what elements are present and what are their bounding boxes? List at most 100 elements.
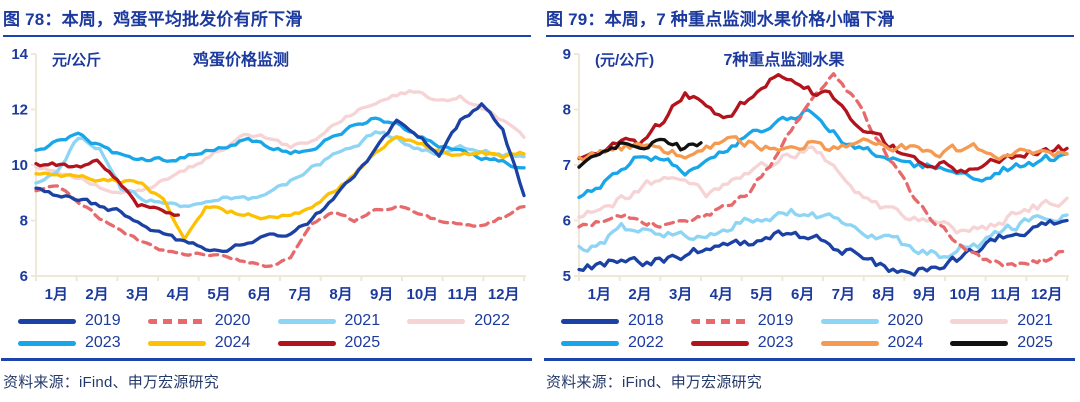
legend-row-2: 2023 2024 2025 bbox=[18, 332, 537, 354]
svg-text:12月: 12月 bbox=[488, 286, 520, 303]
series-line-2021 bbox=[577, 145, 1069, 235]
legend-item-2025: 2025 bbox=[950, 334, 1080, 352]
legend-label-2023: 2023 bbox=[757, 334, 794, 351]
svg-text:6: 6 bbox=[563, 213, 571, 230]
line-swatch-2024 bbox=[147, 340, 206, 346]
line-swatch-2021 bbox=[950, 318, 1009, 324]
svg-text:10月: 10月 bbox=[949, 286, 981, 303]
svg-text:8月: 8月 bbox=[872, 286, 895, 303]
legend-label-2020: 2020 bbox=[887, 312, 924, 329]
legend-item-2018: 2018 bbox=[561, 312, 691, 330]
series-line-2024 bbox=[577, 135, 1069, 162]
egg-price-line-chart: 14 12 10 8 6 1月 2月 3月 4月 5月 6月 7月 8月 9月 10月 11月 12月 元/公斤 鸡… bbox=[11, 46, 526, 303]
legend-item-2025: 2025 bbox=[277, 334, 408, 352]
legend-label-2021: 2021 bbox=[1017, 312, 1053, 329]
svg-text:9月: 9月 bbox=[913, 286, 936, 303]
legend-item-2023: 2023 bbox=[18, 334, 148, 352]
figure-78-divider bbox=[1, 358, 532, 361]
svg-text:12: 12 bbox=[11, 102, 28, 119]
svg-text:9月: 9月 bbox=[370, 286, 393, 303]
legend-item-2020: 2020 bbox=[147, 312, 278, 330]
figure-78-title: 图 78：本周，鸡蛋平均批发价有所下滑 bbox=[3, 5, 531, 37]
svg-text:8月: 8月 bbox=[329, 286, 352, 303]
legend-item-2019: 2019 bbox=[18, 312, 148, 330]
svg-text:11月: 11月 bbox=[991, 286, 1022, 303]
svg-text:12月: 12月 bbox=[1031, 286, 1063, 303]
chart-inner-title: 鸡蛋价格监测 bbox=[192, 50, 289, 69]
svg-text:5月: 5月 bbox=[750, 286, 773, 303]
legend-label-2025: 2025 bbox=[1017, 334, 1053, 351]
legend-row-1: 2019 2020 2021 2022 bbox=[18, 310, 537, 332]
svg-text:7月: 7月 bbox=[832, 286, 855, 303]
legend-item-2022: 2022 bbox=[407, 312, 537, 330]
series-lines bbox=[577, 72, 1069, 277]
svg-text:7月: 7月 bbox=[289, 286, 312, 303]
svg-text:1月: 1月 bbox=[45, 286, 68, 303]
chart-inner-title: 7种重点监测水果 bbox=[724, 50, 845, 69]
series-line-2025 bbox=[577, 137, 703, 169]
legend-label-2018: 2018 bbox=[628, 312, 664, 329]
legend-label-2024: 2024 bbox=[214, 334, 251, 351]
legend-item-2024: 2024 bbox=[147, 334, 278, 352]
svg-text:6月: 6月 bbox=[248, 286, 271, 303]
line-swatch-2020 bbox=[820, 318, 879, 324]
svg-text:1月: 1月 bbox=[588, 286, 611, 303]
svg-text:10: 10 bbox=[11, 157, 28, 174]
svg-text:10月: 10月 bbox=[406, 286, 438, 303]
figure-79-title: 图 79：本周，7 种重点监测水果价格小幅下滑 bbox=[546, 5, 1074, 37]
svg-text:8: 8 bbox=[563, 102, 571, 119]
dashed-line-swatch-2020 bbox=[147, 318, 206, 324]
svg-text:2月: 2月 bbox=[628, 286, 651, 303]
line-swatch-2023 bbox=[18, 340, 76, 346]
series-line-2022 bbox=[577, 108, 1069, 200]
svg-text:14: 14 bbox=[11, 46, 28, 63]
legend-row-1: 2018 2019 2020 2021 bbox=[561, 310, 1080, 332]
series-line-2018 bbox=[577, 218, 1069, 277]
svg-text:3月: 3月 bbox=[669, 286, 692, 303]
svg-text:4月: 4月 bbox=[167, 286, 190, 303]
line-swatch-2021 bbox=[277, 318, 336, 324]
series-lines bbox=[34, 89, 526, 269]
line-swatch-2024 bbox=[820, 340, 879, 346]
legend-item-2023: 2023 bbox=[690, 334, 821, 352]
axis-labels: 9 8 7 6 5 1月 2月 3月 4月 5月 6月 7月 8月 9月 10月 11月 12月 (元/公斤) 7种… bbox=[563, 46, 1063, 303]
svg-text:6月: 6月 bbox=[791, 286, 814, 303]
legend-label-2019: 2019 bbox=[757, 312, 794, 329]
fruit-price-line-chart: 9 8 7 6 5 1月 2月 3月 4月 5月 6月 7月 8月 9月 10月 11月 12月 (元/公斤) 7种… bbox=[563, 46, 1069, 303]
svg-text:9: 9 bbox=[563, 46, 571, 63]
dashed-line-swatch-2019 bbox=[690, 318, 749, 324]
legend-item-2024: 2024 bbox=[820, 334, 951, 352]
legend-label-2025: 2025 bbox=[344, 334, 381, 351]
svg-text:5: 5 bbox=[563, 268, 571, 285]
y-axis-unit-label: 元/公斤 bbox=[52, 52, 101, 69]
series-line-2020 bbox=[34, 184, 526, 269]
legend-label-2022: 2022 bbox=[474, 312, 510, 329]
egg-chart-legend: 2019 2020 2021 2022 2023 2024 2025 bbox=[18, 310, 537, 354]
line-swatch-2019 bbox=[18, 318, 76, 324]
series-line-2019 bbox=[34, 102, 526, 254]
line-swatch-2025 bbox=[277, 340, 336, 346]
legend-row-2: 2022 2023 2024 2025 bbox=[561, 332, 1080, 354]
figure-79: 图 79：本周，7 种重点监测水果价格小幅下滑 9 8 7 6 5 1月 2月 3月 4月 5月 6… bbox=[543, 0, 1080, 402]
legend-label-2019: 2019 bbox=[85, 312, 121, 329]
svg-text:4月: 4月 bbox=[710, 286, 733, 303]
legend-label-2021: 2021 bbox=[344, 312, 381, 329]
legend-item-2020: 2020 bbox=[820, 312, 951, 330]
legend-item-2021: 2021 bbox=[950, 312, 1080, 330]
svg-text:6: 6 bbox=[20, 268, 28, 285]
fruit-chart-legend: 2018 2019 2020 2021 2022 2023 2024 2025 bbox=[561, 310, 1080, 354]
figure-78: 图 78：本周，鸡蛋平均批发价有所下滑 14 12 10 8 6 1月 2月 3月 4月 5月 6月… bbox=[0, 0, 537, 402]
legend-label-2023: 2023 bbox=[85, 334, 121, 351]
figure-79-divider bbox=[544, 358, 1075, 361]
svg-text:11月: 11月 bbox=[448, 286, 479, 303]
svg-text:3月: 3月 bbox=[126, 286, 149, 303]
series-line-2022 bbox=[34, 89, 526, 195]
line-swatch-2022 bbox=[407, 318, 466, 324]
figure-78-source: 资料来源：iFind、申万宏源研究 bbox=[3, 373, 219, 391]
line-swatch-2023 bbox=[690, 340, 749, 346]
line-swatch-2025 bbox=[950, 340, 1009, 346]
legend-item-2021: 2021 bbox=[277, 312, 408, 330]
legend-item-2022: 2022 bbox=[561, 334, 691, 352]
figure-79-source: 资料来源：iFind、申万宏源研究 bbox=[546, 373, 762, 391]
